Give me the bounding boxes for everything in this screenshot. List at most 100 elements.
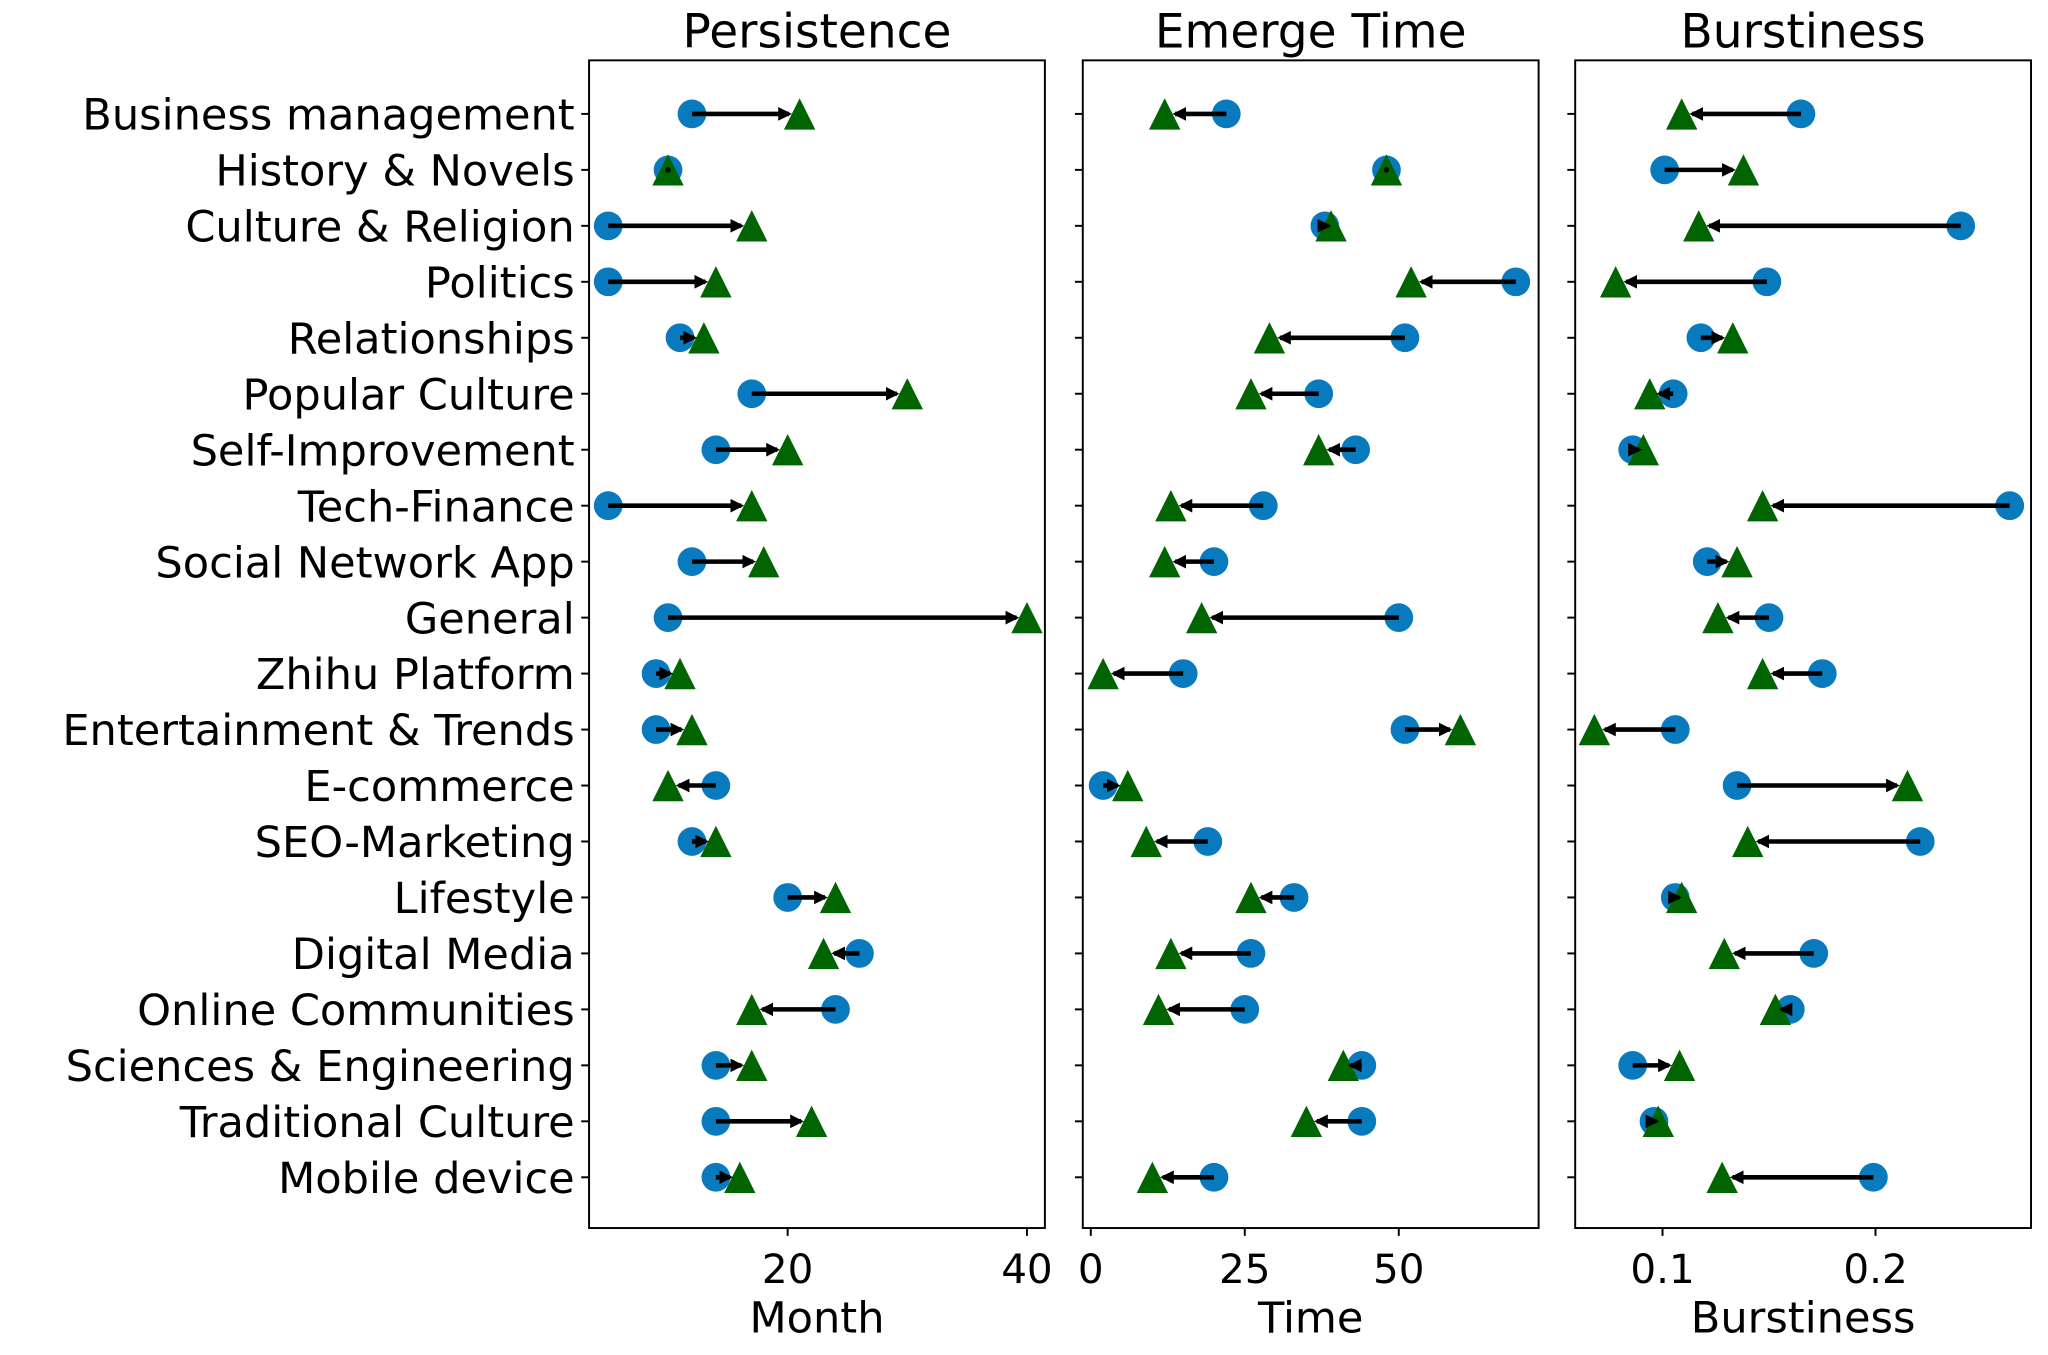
category-label: E-commerce	[304, 762, 574, 812]
category-label: Sciences & Engineering	[66, 1042, 575, 1092]
after-point	[1155, 490, 1187, 522]
category-label: SEO-Marketing	[255, 818, 575, 868]
category-label: Politics	[425, 258, 575, 308]
before-point	[653, 603, 683, 632]
category-label: Relationships	[288, 314, 575, 364]
panel-frame	[1081, 59, 1540, 1230]
category-label: Tech-Finance	[297, 482, 575, 532]
category-label: Social Network App	[155, 538, 574, 588]
after-point	[736, 1049, 768, 1082]
after-point	[1634, 378, 1666, 410]
after-point	[819, 881, 852, 914]
after-point	[795, 1105, 828, 1137]
after-point	[1727, 154, 1760, 186]
after-point	[1746, 490, 1779, 522]
after-point	[700, 266, 732, 298]
after-point	[724, 1161, 756, 1193]
after-point	[1666, 98, 1698, 130]
category-label: Online Communities	[137, 986, 575, 1036]
after-point	[1627, 434, 1660, 466]
after-point	[1702, 601, 1734, 634]
before-point	[1752, 267, 1782, 297]
category-label: Traditional Culture	[179, 1098, 575, 1148]
after-point	[1444, 713, 1477, 746]
category-label: Popular Culture	[243, 370, 575, 420]
x-tick-label: 20	[762, 1245, 814, 1293]
after-point	[748, 545, 780, 578]
category-label: Mobile device	[278, 1154, 575, 1204]
after-point	[1011, 601, 1043, 634]
panel-title: Emerge Time	[1155, 4, 1467, 59]
after-point	[664, 657, 696, 690]
after-point	[1599, 266, 1632, 298]
x-tick-label: 25	[1219, 1245, 1271, 1293]
before-point	[1304, 379, 1334, 409]
category-label: Self-Improvement	[191, 426, 575, 476]
panel-frame	[1574, 59, 2032, 1230]
after-point	[736, 490, 768, 522]
after-point	[1253, 322, 1286, 354]
after-point	[1290, 1105, 1323, 1137]
x-axis-label: Month	[749, 1294, 884, 1344]
after-point	[1708, 937, 1740, 970]
x-tick-label: 0.2	[1843, 1245, 1907, 1293]
category-label: Business management	[82, 91, 574, 141]
after-point	[652, 769, 684, 802]
before-point	[1722, 771, 1752, 800]
after-point	[1759, 993, 1792, 1026]
after-point	[1149, 545, 1181, 578]
category-label: Digital Media	[292, 930, 575, 980]
category-label: Lifestyle	[394, 874, 575, 924]
after-point	[1721, 545, 1753, 578]
x-axis-label: Burstiness	[1691, 1294, 1916, 1344]
after-point	[1327, 1049, 1360, 1082]
after-point	[736, 210, 768, 242]
category-label: History & Novels	[215, 147, 574, 197]
after-point	[736, 993, 768, 1026]
after-point	[1136, 1161, 1169, 1193]
panel-frame	[588, 59, 1046, 1230]
after-point	[1683, 210, 1715, 242]
after-point	[1717, 322, 1749, 354]
after-point	[783, 98, 816, 130]
panel-title: Persistence	[683, 4, 952, 59]
before-point	[1168, 659, 1198, 688]
after-point	[1706, 1161, 1738, 1193]
x-tick-label: 50	[1373, 1245, 1425, 1293]
after-point	[1185, 601, 1218, 634]
after-point	[891, 378, 923, 410]
after-point	[688, 322, 720, 354]
after-point	[1732, 825, 1764, 858]
panel-title: Burstiness	[1681, 4, 1926, 59]
x-tick-label: 0.1	[1630, 1245, 1694, 1293]
after-point	[1149, 98, 1181, 130]
x-tick-label: 40	[1001, 1245, 1053, 1293]
after-point	[1112, 769, 1144, 802]
change-arrow	[1383, 167, 1390, 173]
change-arrow	[665, 167, 671, 173]
after-point	[1746, 657, 1779, 690]
after-point	[1303, 434, 1335, 466]
after-point	[1087, 657, 1119, 690]
before-point	[1501, 267, 1531, 297]
after-point	[771, 434, 804, 466]
after-point	[1155, 937, 1187, 970]
x-tick-label: 0	[1078, 1245, 1104, 1293]
after-point	[1130, 825, 1162, 858]
category-label: Zhihu Platform	[256, 650, 575, 700]
after-point	[676, 713, 708, 746]
after-point	[1663, 1049, 1696, 1082]
after-point	[1395, 266, 1427, 298]
category-label: Culture & Religion	[185, 203, 574, 253]
after-point	[1235, 881, 1267, 914]
after-point	[807, 937, 840, 970]
category-label: General	[405, 594, 575, 644]
category-label: Entertainment & Trends	[62, 706, 574, 756]
x-axis-label: Time	[1257, 1294, 1363, 1344]
after-point	[1235, 378, 1267, 410]
after-point	[1142, 993, 1175, 1026]
after-point	[1578, 713, 1611, 746]
after-point	[1891, 769, 1924, 802]
after-point	[700, 825, 732, 858]
